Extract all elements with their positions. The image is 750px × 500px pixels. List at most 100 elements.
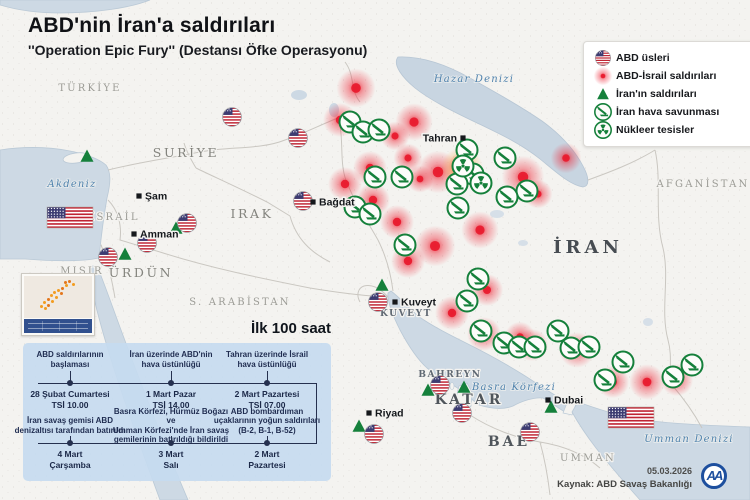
country-label: SURİYE [153,145,219,160]
timeline-date: 4 Mart Çarşamba [49,449,91,470]
air-defense-icon [495,185,519,209]
timeline-event: İran üzerinde ABD'nin hava üstünlüğü [129,350,213,369]
iran-attack-triangle-icon [597,88,609,100]
us-base-flag-icon [368,292,388,312]
country-label: S. ARABİSTAN [189,296,290,308]
nuclear-facility-icon [451,154,475,178]
sea-label: Umman Denizi [644,434,733,445]
air-defense-icon [523,335,547,359]
air-defense-icon [611,350,635,374]
legend-box: ABD üsleri ABD-İsrail saldırıları İran'ı… [583,41,750,147]
sea-label: Hazar Denizi [433,74,514,85]
iran-attack-triangle-icon [544,400,558,413]
city-marker: Tahran [421,131,466,146]
air-defense-icon [445,172,469,196]
attack-dot [336,68,376,108]
legend-item: İran hava savunması [593,103,750,121]
footer-date: 05.03.2026 [646,466,692,476]
iran-attack-triangle-icon [421,383,435,396]
timeline-event: ABD bombardıman uçaklarının yoğun saldırı… [213,406,321,435]
us-base-flag-icon [364,424,384,444]
air-defense-icon [593,368,617,392]
air-defense-icon [446,196,470,220]
attack-dot [629,364,665,400]
timeline-event: ABD saldırılarının başlaması [36,350,104,369]
us-base-flag-icon [137,233,157,253]
air-defense-icon [466,267,490,291]
country-label: IRAK [230,206,273,221]
nuclear-facility-icon [469,171,493,195]
attack-dot [328,167,362,201]
air-defense-icon [515,179,539,203]
air-defense-icon [363,165,387,189]
iran-attack-triangle-icon [375,278,389,291]
country-label: TÜRKİYE [58,82,121,94]
city-marker: Dubai [545,393,585,408]
timeline-date: 3 Mart Salı [158,449,184,470]
inset-mini-infographic [21,273,95,336]
timeline-event: Tahran üzerinde İsrail hava üstünlüğü [225,350,309,369]
inset-map-area [24,276,92,318]
air-defense-icon [594,103,612,121]
timeline-date: 2 Mart Pazartesi TSİ 07.00 [234,389,300,410]
us-base-flag-icon [288,128,308,148]
page-subtitle: ''Operation Epic Fury'' (Destansı Öfke O… [28,42,368,58]
us-fleet-flag-icon [607,406,655,429]
sea-label: Basra Körfezi [471,382,556,393]
air-defense-icon [661,365,685,389]
us-base-flag-icon [452,403,472,423]
nuclear-icon [594,121,612,139]
nuclear-facility-icon [594,121,612,139]
timeline-date: 28 Şubat Cumartesi TSİ 10.00 [30,389,110,410]
country-label: ÜRDÜN [109,264,173,280]
air-defense-icon [455,289,479,313]
us-base-flag-icon [520,422,540,442]
city-marker: Riyad [366,406,405,421]
attack-dot-icon [593,67,613,85]
timeline-date: 2 Mart Pazartesi [248,449,286,470]
city-label: Tahran [423,133,457,145]
legend-item: ABD üsleri [593,49,750,67]
city-label: Şam [145,191,167,203]
iran-attack-triangle-icon [352,419,366,432]
iran-attack-triangle-icon [118,247,132,260]
inset-caption-bar [24,319,92,333]
us-base-flag-icon [98,247,118,267]
legend-label: ABD-İsrail saldırıları [616,70,717,82]
city-marker: Amman [131,227,180,242]
attack-dot [461,211,499,249]
legend-item: Nükleer tesisler [593,121,750,139]
timeline-date: 1 Mart Pazar TSİ 14.00 [145,389,197,410]
timeline-line [38,443,316,445]
legend-item: ABD-İsrail saldırıları [593,67,750,85]
air-defense-icon [367,118,391,142]
city-label: Riyad [375,408,404,420]
footer-source: Kaynak: ABD Savaş Bakanlığı [557,479,692,490]
legend-label: İran'ın saldırıları [616,88,697,100]
air-defense-icon [680,353,704,377]
air-defense-icon [594,103,612,121]
timeline-heading: İlk 100 saat [250,320,331,337]
sea-label: Akdeniz [47,179,97,190]
page-title: ABD'nin İran'a saldırıları [28,14,276,37]
legend-label: ABD üsleri [616,52,670,64]
city-label: Kuveyt [401,297,437,309]
attack-dot [380,205,414,239]
country-label: UMMAN [560,453,616,464]
air-defense-icon [493,146,517,170]
country-label: AFGANİSTAN [655,178,749,190]
country-label: İRAN [553,235,623,258]
air-defense-icon [469,319,493,343]
attack-dot [550,142,582,174]
timeline-line [38,383,316,385]
country-label: BAHREYN [418,370,481,380]
timeline-connector [316,383,318,444]
city-marker: Şam [136,189,169,204]
us-flag-icon [594,49,612,67]
us-base-flag-icon [177,213,197,233]
air-defense-icon [358,202,382,226]
timeline-panel: ABD saldırılarının başlaması 28 Şubat Cuma… [15,343,331,481]
legend-item: İran'ın saldırıları [593,85,750,103]
attack-dot [593,67,613,85]
